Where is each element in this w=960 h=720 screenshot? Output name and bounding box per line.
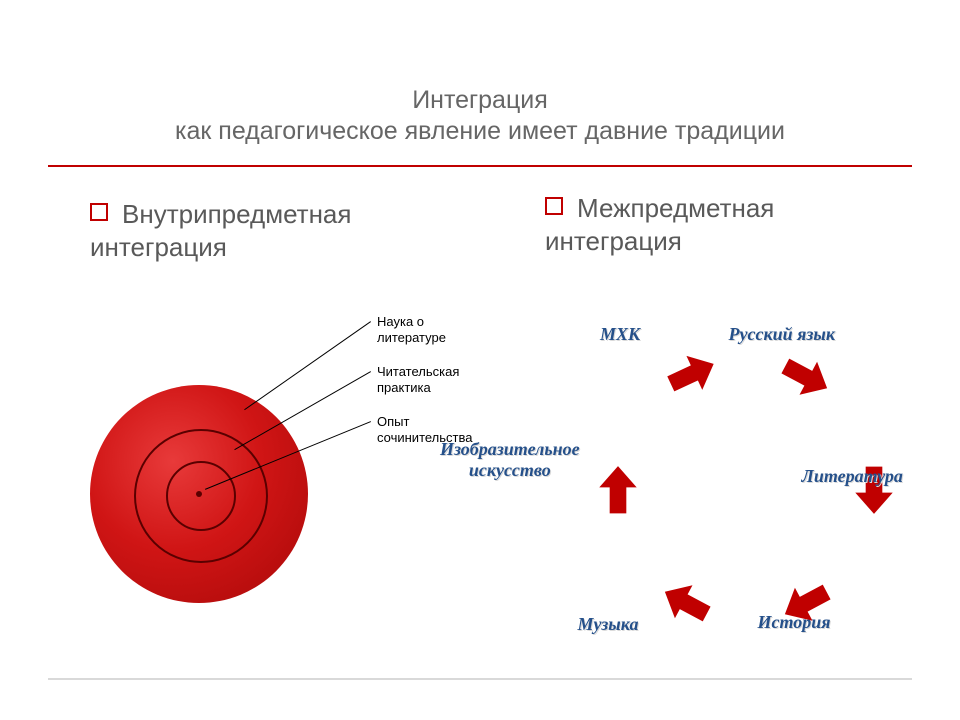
cycle-arrow-5 [592,464,644,516]
bullet-icon [545,197,563,215]
title-line-2: как педагогическое явление имеет давние … [0,116,960,147]
subject-label-5: Изобразительноеискусство [440,439,580,481]
ring-label-0: Наука олитературе [377,314,446,345]
footer-rule [48,678,912,680]
subject-label-1: Русский язык [729,324,836,345]
concentric-diagram [90,385,308,603]
cycle-arrow-0 [657,339,726,408]
bullet-icon [90,203,108,221]
ring-label-1: Читательскаяпрактика [377,364,459,395]
left-heading: Внутрипредметная интеграция [90,198,460,263]
cycle-arrow-1 [771,342,841,412]
subject-label-0: МХК [600,324,640,345]
center-dot [196,491,202,497]
right-heading-text: Межпредметная интеграция [545,193,774,256]
slide-root: Интеграция как педагогическое явление им… [0,0,960,720]
title-line-1: Интеграция [0,85,960,116]
cycle-arrow-4 [651,568,721,638]
slide-title: Интеграция как педагогическое явление им… [0,85,960,148]
title-underline [48,165,912,167]
subject-label-2: Литература [802,466,903,487]
right-heading: Межпредметная интеграция [545,192,905,257]
left-heading-text: Внутрипредметная интеграция [90,199,351,262]
subject-label-4: Музыка [578,614,639,635]
subject-label-3: История [758,612,831,633]
